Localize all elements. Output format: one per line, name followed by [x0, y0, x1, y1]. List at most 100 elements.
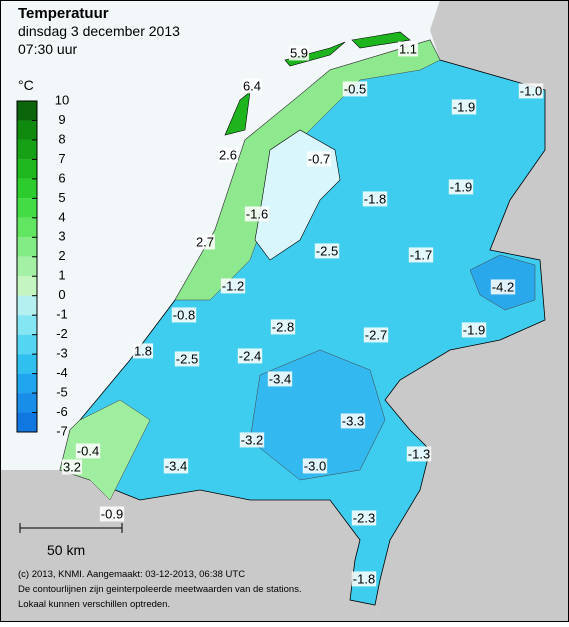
footer: (c) 2013, KNMI. Aangemaakt: 03-12-2013, … — [18, 569, 245, 580]
station-value: -1.3 — [408, 446, 430, 461]
station-value: -2.5 — [316, 243, 338, 258]
legend-tick-label: -7 — [56, 423, 68, 438]
station-label-bg — [174, 351, 200, 367]
warm-coast — [174, 39, 441, 301]
legend-swatch — [17, 256, 37, 277]
legend-tick-label: 10 — [55, 92, 69, 107]
legend-swatch — [17, 237, 37, 257]
legend-swatch — [17, 295, 37, 316]
station-label-bg — [362, 191, 388, 207]
legend-swatch — [17, 373, 37, 394]
station-value: -2.3 — [353, 510, 375, 525]
legend-tick-label: -1 — [56, 307, 68, 322]
legend-swatch — [17, 120, 37, 140]
station-label-bg — [244, 206, 270, 222]
legend-tick-label: 2 — [58, 248, 65, 263]
station-label-bg — [241, 78, 263, 94]
legend-swatch — [17, 393, 37, 413]
station-label-bg — [342, 81, 368, 97]
legend-tick-label: -2 — [56, 326, 68, 341]
station-value: -3.4 — [269, 371, 291, 386]
title: Temperatuur — [18, 5, 109, 22]
station-label-bg — [132, 343, 154, 359]
station-value: -0.7 — [308, 151, 330, 166]
station-value: -1.0 — [520, 83, 542, 98]
station-label-bg — [270, 319, 296, 335]
station-value: -0.4 — [77, 443, 99, 458]
station-value: -4.2 — [492, 279, 514, 294]
legend-tick-label: 8 — [58, 131, 65, 146]
station-label-bg — [288, 45, 310, 61]
station-value: 6.4 — [243, 78, 261, 93]
station-value: -1.7 — [410, 247, 432, 262]
station-label-bg — [302, 458, 328, 474]
station-value: -1.2 — [222, 278, 244, 293]
legend-tick-label: -3 — [56, 346, 68, 361]
legend-tick-label: 6 — [58, 170, 65, 185]
station-value: -2.5 — [176, 351, 198, 366]
station-label-bg — [171, 307, 197, 323]
station-value: -3.2 — [241, 432, 263, 447]
station-label-bg — [351, 571, 377, 587]
station-value: 1.1 — [399, 41, 417, 56]
station-value: -1.9 — [463, 322, 485, 337]
station-value: -1.8 — [364, 191, 386, 206]
station-value: -2.4 — [239, 348, 261, 363]
legend-border — [16, 100, 38, 433]
legend-swatch — [17, 334, 37, 355]
belgium — [0, 470, 380, 622]
station-label-bg — [340, 413, 366, 429]
legend-swatch — [17, 198, 37, 218]
legend-swatch — [17, 354, 37, 374]
stations: 5.9 1.1 6.4 -0.5 -1.0 -1.9 2.6 -0.7 -1.9 -1.8 -1.6… — [61, 41, 544, 587]
station-value: 1.8 — [134, 343, 152, 358]
station-label-bg — [351, 510, 377, 526]
station-value: 3.2 — [63, 459, 81, 474]
legend-tick-label: 4 — [58, 209, 65, 224]
station-value: -3.3 — [342, 413, 364, 428]
footer: De contourlijnen zijn geinterpoleerde me… — [18, 584, 302, 595]
station-label-bg — [220, 278, 246, 294]
station-label-bg — [163, 458, 189, 474]
station-label-bg — [237, 348, 263, 364]
scale-label: 50 km — [47, 542, 85, 558]
station-label-bg — [61, 459, 83, 475]
station-value: -1.9 — [453, 99, 475, 114]
station-label-bg — [75, 443, 101, 459]
station-label-bg — [99, 506, 125, 522]
legend-tick-label: 1 — [58, 268, 65, 283]
station-label-bg — [406, 446, 432, 462]
station-label-bg — [518, 83, 544, 99]
station-value: -2.8 — [272, 319, 294, 334]
station-label-bg — [314, 243, 340, 259]
legend-swatch — [17, 101, 37, 121]
station-label-bg — [408, 247, 434, 263]
station-value: -1.9 — [450, 179, 472, 194]
station-value: -1.8 — [353, 571, 375, 586]
legend-tick-label: 0 — [58, 287, 65, 302]
station-label-bg — [267, 371, 293, 387]
station-label-bg — [239, 432, 265, 448]
legend-swatch — [17, 178, 37, 199]
station-label-bg — [363, 327, 389, 343]
station-value: -2.7 — [365, 327, 387, 342]
legend-swatch — [17, 315, 37, 335]
legend-swatch — [17, 139, 37, 160]
station-label-bg — [461, 322, 487, 338]
legend-tick-label: -5 — [56, 384, 68, 399]
station-value: -0.5 — [344, 81, 366, 96]
legend-tick-label: -6 — [56, 404, 68, 419]
station-value: 5.9 — [290, 45, 308, 60]
station-value: -3.0 — [304, 458, 326, 473]
station-value: 2.7 — [196, 234, 214, 249]
station-value: -0.9 — [101, 506, 123, 521]
germany — [375, 0, 569, 622]
station-label-bg — [448, 179, 474, 195]
station-label-bg — [397, 41, 419, 57]
time: 07:30 uur — [18, 41, 77, 57]
station-value: -0.8 — [173, 307, 195, 322]
date: dinsdag 3 december 2013 — [18, 23, 180, 39]
station-label-bg — [217, 147, 239, 163]
